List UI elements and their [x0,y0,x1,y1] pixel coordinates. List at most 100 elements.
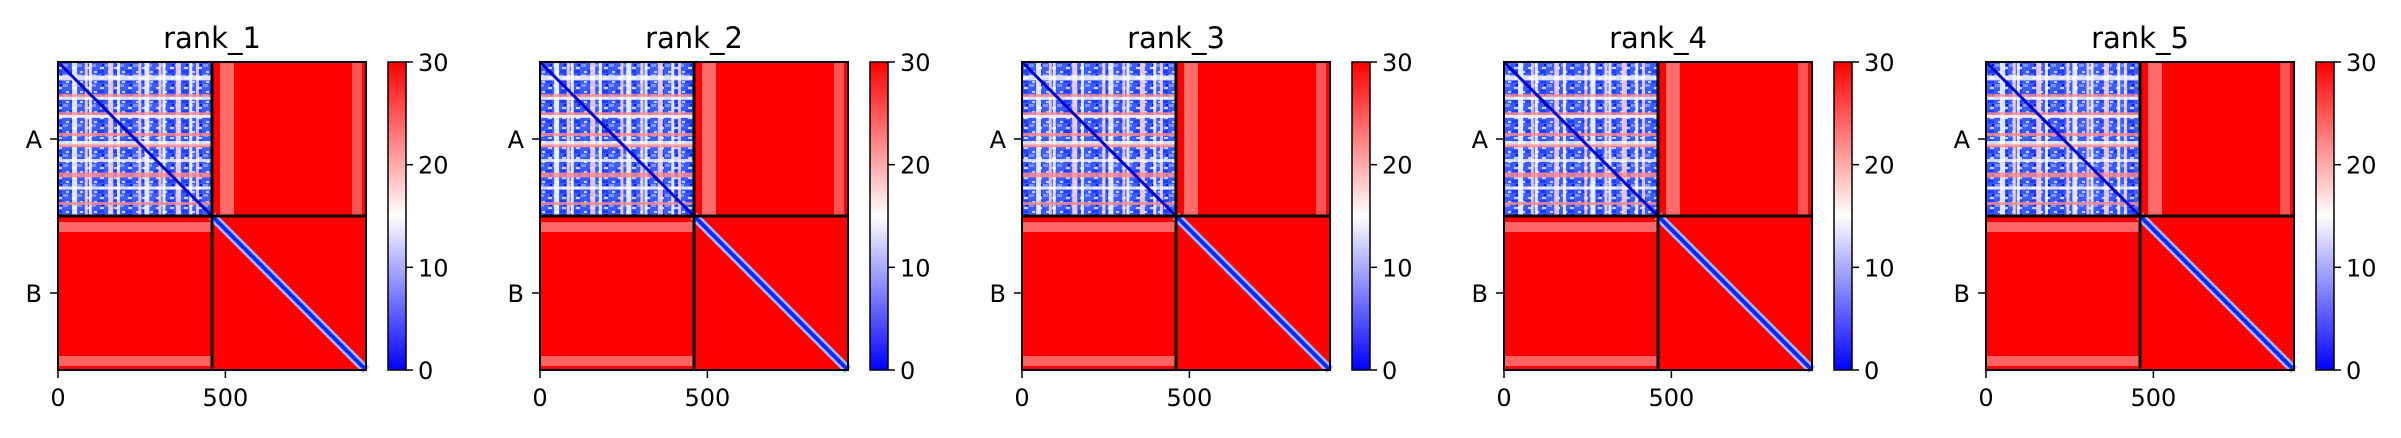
heatmap-streak-h [1986,144,2140,148]
x-tick-label: 500 [202,384,248,412]
heatmap-streak-v [1534,62,1538,216]
heatmap-streak-v [1102,62,1106,216]
heatmap-streak-v [84,62,88,216]
heatmap-streak-v [1608,62,1612,216]
colorbar-tick-label: 0 [2346,357,2361,385]
heatmap-ab-streak [1666,62,1680,216]
heatmap-streak-h [1504,114,1658,118]
heatmap-streak-h [1504,112,1658,118]
heatmap-streak-v [88,62,92,216]
heatmap-ab-streak [1798,62,1808,216]
heatmap-ab-streak [2280,62,2290,216]
heatmap-streak-v [2000,62,2006,216]
panel-title: rank_1 [163,21,261,55]
heatmap-streak-v [626,62,632,216]
heatmap-streak-h [1504,132,1658,136]
heatmap-streak-h [1022,114,1176,118]
heatmap-streak-v [566,62,570,216]
heatmap-diagonal-B [1174,214,1332,372]
heatmap-streak-h [1504,141,1658,147]
heatmap-streak-h [1986,96,2140,100]
heatmap-streak-v [1048,62,1052,216]
colorbar-tick-label: 10 [2346,254,2377,282]
y-tick-label: B [26,280,42,308]
heatmap-streak-h [540,201,694,205]
heatmap-streak-h [1986,94,2140,98]
heatmap-streak-h [1022,172,1176,178]
colorbar [1833,61,1853,371]
x-tick-label: 0 [532,384,547,412]
colorbar-tick-label: 20 [2346,152,2377,180]
heatmap-streak-h [540,144,694,148]
heatmap-ba-streak [1986,222,2140,232]
heatmap-streak-v [1554,62,1560,216]
heatmap-streak-h [540,75,694,81]
heatmap-streak-v [1080,62,1084,216]
heatmap-diagonal-A [538,60,696,218]
heatmap-streak-v [570,62,574,216]
x-tick-label: 500 [1166,384,1212,412]
heatmap-streak-h [58,94,212,98]
heatmap-streak-h [1986,132,2140,136]
heatmap-streak-v [1153,62,1157,216]
heatmap-streak-h [58,112,212,118]
heatmap-streak-h [58,96,212,100]
heatmap-streak-h [1022,132,1176,136]
heatmap-streak-v [1562,62,1566,216]
y-tick-label: B [508,280,524,308]
colorbar-tick-label: 30 [1382,49,1413,77]
panel-title: rank_2 [645,21,743,55]
heatmap-streak-h [58,186,212,190]
heatmap-streak-v [1108,62,1114,216]
heatmap-frame [57,61,367,371]
heatmap-streak-h [1986,141,2140,147]
heatmap-streak-v [1584,62,1588,216]
heatmap-streak-v [1052,62,1056,216]
heatmap-streak-h [540,159,694,163]
panel-3: rank_3 A B 0 500 0 10 20 30 [990,21,1413,412]
heatmap-streak-h [58,75,212,81]
heatmap-streak-v [1036,62,1042,216]
heatmap-streak-v [2044,62,2048,216]
heatmap-diagonal-B [2138,214,2296,372]
heatmap-streak-h [58,172,212,178]
panel-title: rank_3 [1127,21,1225,55]
heatmap-streak-v [175,62,181,216]
colorbar [387,61,407,371]
heatmap-streak-v [1122,62,1126,216]
heatmap-streak-v [158,62,162,216]
panel-1: rank_1 A B 0 500 0 10 20 30 [26,21,449,412]
heatmap-streak-v [2123,62,2127,216]
heatmap-streak-v [2103,62,2109,216]
heatmap-streak-h [1986,201,2140,205]
heatmap-ab-streak [702,62,716,216]
heatmap-streak-h [1022,75,1176,81]
y-tick-label: B [1472,280,1488,308]
heatmap-streak-h [1504,96,1658,100]
y-tick-label: B [990,280,1006,308]
heatmap-streak-h [1504,201,1658,205]
heatmap-streak-v [1072,62,1078,216]
heatmap-frame [1985,61,2295,371]
colorbar-tick-label: 10 [1864,254,1895,282]
y-tick-label: A [1954,126,1971,154]
heatmap-streak-h [540,186,694,190]
heatmap-streak-h [540,96,694,100]
colorbar-tick-label: 0 [418,357,433,385]
heatmap-streak-v [2066,62,2070,216]
heatmap-streak-h [58,159,212,163]
heatmap-ab-streak [1184,62,1198,216]
heatmap-streak-h [1986,159,2140,163]
heatmap-streak-v [1159,62,1163,216]
heatmap-streak-v [590,62,596,216]
heatmap-streak-v [2072,62,2078,216]
heatmap-streak-h [1022,94,1176,98]
heatmap-ab-streak [220,62,234,216]
heatmap-streak-v [1139,62,1145,216]
heatmap-ab-streak [2148,62,2162,216]
heatmap-streak-h [1504,172,1658,178]
colorbar-tick-label: 10 [1382,254,1413,282]
heatmap-frame [539,61,849,371]
heatmap-streak-h [1022,141,1176,147]
